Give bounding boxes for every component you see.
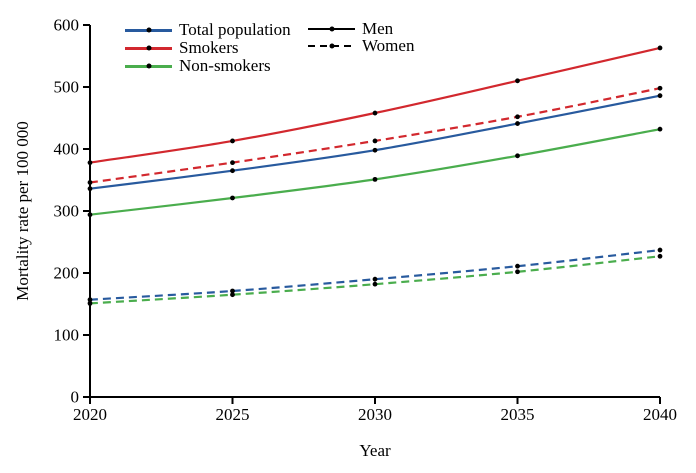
x-tick-label: 2035 [501,405,535,424]
legend-label-smokers: Smokers [179,38,239,57]
data-point-marker-non-smokers-men-2020 [87,212,93,218]
data-point-marker-smokers-women-2025 [230,160,235,166]
y-tick-label: 200 [54,264,80,283]
legend-label-men: Men [362,18,394,38]
legend-item-non-smokers: Non-smokers [125,57,291,75]
data-point-marker-non-smokers-women-2040 [657,253,663,259]
data-point-marker-non-smokers-women-2020 [87,300,93,306]
data-point-marker-total-population-women-2030 [372,276,378,282]
data-point-marker-smokers-women-2040 [657,85,663,91]
legend-marker-dot-icon [146,63,151,69]
data-point-marker-total-population-men-2040 [657,93,663,99]
data-point-marker-smokers-men-2040 [657,45,663,51]
data-point-marker-total-population-women-2025 [230,288,235,294]
legend-line-total-population [125,25,172,35]
data-point-marker-total-population-women-2040 [657,247,663,253]
legend-population-groups: Total population Smokers Non-smokers [125,21,291,75]
y-tick-label: 500 [54,78,80,97]
legend-marker-dot-icon [329,26,334,32]
x-axis-title: Year [359,441,391,460]
y-tick-label: 400 [54,140,80,159]
legend-line-smokers [125,43,172,53]
data-point-marker-non-smokers-women-2035 [515,269,520,275]
x-tick-label: 2025 [216,405,250,424]
series-line-non-smokers-women [89,255,661,305]
legend-line-women [308,41,355,51]
legend-line-non-smokers [125,61,172,71]
data-point-marker-smokers-women-2020 [87,180,93,185]
legend-label-non-smokers: Non-smokers [179,56,271,75]
data-point-marker-smokers-men-2030 [372,110,378,116]
legend-label-women: Women [362,35,415,55]
data-point-marker-non-smokers-men-2040 [657,126,663,132]
data-point-marker-smokers-men-2035 [515,78,520,84]
x-tick-label: 2020 [73,405,107,424]
data-point-marker-total-population-women-2020 [87,297,93,303]
legend-item-men: Men [308,18,414,38]
legend-item-women: Women [308,35,415,55]
y-tick-label: 0 [71,388,80,407]
data-point-marker-total-population-men-2025 [230,168,235,174]
legend-line-men [308,24,355,34]
y-tick-label: 600 [54,16,80,35]
data-point-marker-total-population-men-2035 [515,121,520,126]
y-tick-label: 300 [54,202,80,221]
data-point-marker-non-smokers-men-2025 [230,195,235,201]
data-point-marker-non-smokers-men-2030 [372,176,378,182]
data-point-marker-total-population-women-2035 [515,263,520,269]
legend-item-total-population: Total population [125,21,291,39]
data-point-marker-smokers-women-2035 [515,114,520,120]
legend-label-total-population: Total population [179,20,291,39]
series-line-smokers-women [89,87,661,184]
legend-sex-styles: Men Women [308,18,415,55]
data-point-marker-non-smokers-men-2035 [515,153,520,159]
x-tick-label: 2040 [643,405,677,424]
x-tick-label: 2030 [358,405,392,424]
y-tick-label: 100 [54,326,80,345]
data-point-marker-non-smokers-women-2025 [230,292,235,298]
legend-item-smokers: Smokers [125,39,291,57]
data-point-marker-total-population-men-2020 [87,186,93,192]
legend-marker-dot-icon [329,43,334,49]
data-point-marker-smokers-men-2025 [230,138,235,144]
data-point-marker-smokers-women-2030 [372,138,378,144]
data-point-marker-total-population-men-2030 [372,147,378,153]
legend-marker-dot-icon [146,45,151,51]
legend-marker-dot-icon [146,27,151,33]
series-line-total-population-women [89,249,661,301]
y-axis-title: Mortality rate per 100 000 [13,121,32,301]
data-point-marker-non-smokers-women-2030 [372,281,378,287]
data-point-marker-smokers-men-2020 [87,160,93,166]
